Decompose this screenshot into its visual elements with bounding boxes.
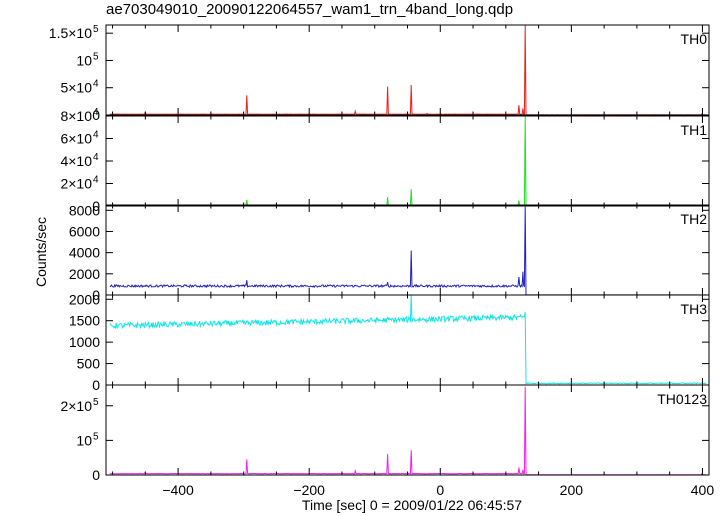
panel-th3: 0 500 1000 1500 2000 TH3	[69, 291, 710, 393]
x-tick-label: 400	[691, 482, 715, 498]
y-tick-label: 2000	[69, 291, 100, 307]
series-line-th2	[109, 204, 707, 296]
panel-frame	[105, 294, 710, 386]
y-tick-label: 4000	[69, 245, 100, 261]
x-tick-label: 200	[560, 482, 584, 498]
y-tick-label-exponent: 5	[93, 397, 99, 408]
y-tick-label-exponent: 4	[93, 152, 99, 163]
y-tick-label: 0	[92, 287, 100, 303]
y-tick-label: 4×10	[60, 153, 92, 169]
x-tick-label: 0	[436, 482, 444, 498]
y-tick-label: 0	[92, 198, 100, 214]
panel-th0123: 010 52×10 5 TH0123	[60, 384, 710, 483]
y-tick-label: 0	[92, 107, 100, 123]
series-line-th0	[109, 24, 707, 116]
y-tick-label-exponent: 4	[93, 130, 99, 141]
panel-label: TH0	[681, 31, 708, 47]
series-line-th3	[109, 294, 707, 385]
y-tick-label: 6000	[69, 223, 100, 239]
y-tick-label: 1000	[69, 334, 100, 350]
y-tick-label: 10	[76, 52, 92, 68]
y-tick-label: 1.5×10	[49, 25, 92, 41]
y-tick-label: 0	[92, 467, 100, 483]
panel-frame	[105, 384, 710, 476]
y-tick-label-exponent: 5	[93, 24, 99, 35]
panel-frame	[105, 115, 710, 207]
y-tick-label: 8×10	[60, 108, 92, 124]
y-tick-label-exponent: 5	[93, 431, 99, 442]
y-tick-label-exponent: 4	[93, 107, 99, 118]
y-tick-label: 6×10	[60, 131, 92, 147]
chart-title: ae703049010_20090122064557_wam1_trn_4ban…	[106, 1, 514, 18]
y-tick-label: 2×10	[60, 398, 92, 414]
y-tick-label-exponent: 5	[93, 51, 99, 62]
panel-label: TH2	[681, 211, 708, 227]
panel-frame	[105, 24, 710, 116]
y-tick-label-exponent: 4	[93, 79, 99, 90]
panel-th2: 0 2000 4000 6000 8000 TH2	[69, 202, 710, 303]
y-tick-label: 2×10	[60, 176, 92, 192]
series-line-th1	[109, 115, 707, 207]
y-tick-label: 1500	[69, 313, 100, 329]
y-tick-label-exponent: 4	[93, 175, 99, 186]
panel-frame	[105, 204, 710, 296]
panel-label: TH0123	[657, 391, 707, 407]
panel-label: TH3	[681, 301, 708, 317]
y-tick-label: 500	[77, 356, 101, 372]
y-tick-label: 10	[76, 432, 92, 448]
y-tick-label: 8000	[69, 202, 100, 218]
x-tick-label: −200	[293, 482, 325, 498]
x-axis-label: Time [sec] 0 = 2009/01/22 06:45:57	[301, 497, 523, 513]
y-tick-label: 0	[92, 377, 100, 393]
x-tick-label: −400	[162, 482, 194, 498]
panel-label: TH1	[681, 122, 708, 138]
y-tick-label: 5×10	[60, 80, 92, 96]
y-tick-label: 2000	[69, 266, 100, 282]
series-line-th0123	[109, 386, 707, 476]
